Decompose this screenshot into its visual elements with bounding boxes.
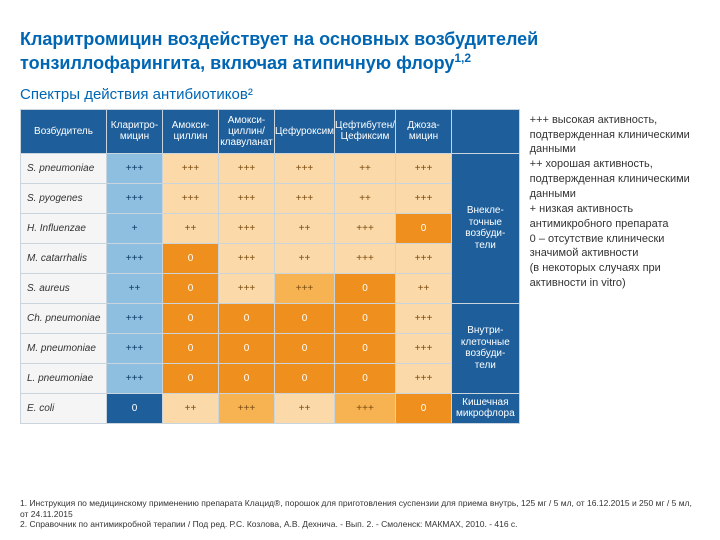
side-group-cell: Внекле-точныевозбуди-тели bbox=[452, 153, 520, 303]
header-drug: Кларитро-мицин bbox=[107, 109, 163, 153]
activity-cell: +++ bbox=[163, 153, 219, 183]
title-sup: 1,2 bbox=[454, 51, 471, 65]
activity-cell: +++ bbox=[396, 183, 452, 213]
side-group-cell: Кишечнаямикрофлора bbox=[452, 393, 520, 423]
activity-cell: +++ bbox=[396, 303, 452, 333]
activity-cell: +++ bbox=[107, 153, 163, 183]
legend: +++ высокая активность, подтвержденная к… bbox=[530, 109, 700, 424]
activity-cell: 0 bbox=[275, 363, 335, 393]
activity-cell: 0 bbox=[219, 333, 275, 363]
activity-cell: +++ bbox=[219, 183, 275, 213]
header-drug: Амокси-циллин bbox=[163, 109, 219, 153]
activity-cell: ++ bbox=[396, 273, 452, 303]
activity-cell: +++ bbox=[107, 243, 163, 273]
legend-line: 0 – отсутствие клинически значимой актив… bbox=[530, 232, 700, 262]
header-drug: Джоза-мицин bbox=[396, 109, 452, 153]
activity-cell: 0 bbox=[163, 273, 219, 303]
activity-cell: +++ bbox=[219, 273, 275, 303]
legend-line: + низкая активность антимикробного препа… bbox=[530, 202, 700, 232]
pathogen-cell: S. pneumoniae bbox=[21, 153, 107, 183]
activity-cell: +++ bbox=[163, 183, 219, 213]
activity-cell: +++ bbox=[335, 213, 396, 243]
pathogen-cell: Ch. pneumoniae bbox=[21, 303, 107, 333]
activity-cell: 0 bbox=[335, 363, 396, 393]
activity-cell: 0 bbox=[163, 243, 219, 273]
activity-cell: 0 bbox=[219, 303, 275, 333]
activity-cell: 0 bbox=[335, 333, 396, 363]
header-drug: Цефуроксим bbox=[275, 109, 335, 153]
subtitle: Спектры действия антибиотиков² bbox=[20, 86, 700, 103]
activity-cell: ++ bbox=[335, 153, 396, 183]
pathogen-cell: M. catarrhalis bbox=[21, 243, 107, 273]
pathogen-cell: H. Influenzae bbox=[21, 213, 107, 243]
activity-cell: +++ bbox=[335, 243, 396, 273]
activity-cell: 0 bbox=[163, 303, 219, 333]
activity-cell: 0 bbox=[335, 273, 396, 303]
activity-cell: +++ bbox=[107, 333, 163, 363]
activity-cell: 0 bbox=[219, 363, 275, 393]
header-side bbox=[452, 109, 520, 153]
activity-cell: ++ bbox=[163, 213, 219, 243]
activity-cell: 0 bbox=[275, 333, 335, 363]
activity-cell: +++ bbox=[396, 243, 452, 273]
activity-cell: ++ bbox=[275, 393, 335, 423]
activity-cell: +++ bbox=[335, 393, 396, 423]
legend-line: +++ высокая активность, подтвержденная к… bbox=[530, 113, 700, 158]
activity-cell: +++ bbox=[107, 183, 163, 213]
side-group-cell: Внутри-клеточныевозбуди-тели bbox=[452, 303, 520, 393]
pathogen-cell: L. pneumoniae bbox=[21, 363, 107, 393]
activity-cell: +++ bbox=[219, 243, 275, 273]
activity-cell: 0 bbox=[275, 303, 335, 333]
activity-cell: ++ bbox=[163, 393, 219, 423]
antibiotic-table: ВозбудительКларитро-мицинАмокси-циллинАм… bbox=[20, 109, 520, 424]
activity-cell: +++ bbox=[275, 183, 335, 213]
page-title: Кларитромицин воздействует на основных в… bbox=[20, 28, 700, 76]
header-drug: Амокси-циллин/клавуланат bbox=[219, 109, 275, 153]
references: 1. Инструкция по медицинскому применению… bbox=[20, 498, 700, 530]
pathogen-cell: S. aureus bbox=[21, 273, 107, 303]
header-drug: Цефтибутен/Цефиксим bbox=[335, 109, 396, 153]
activity-cell: +++ bbox=[107, 303, 163, 333]
activity-cell: +++ bbox=[107, 363, 163, 393]
activity-cell: +++ bbox=[396, 333, 452, 363]
reference-line: 2. Справочник по антимикробной терапии /… bbox=[20, 519, 700, 530]
activity-cell: + bbox=[107, 213, 163, 243]
activity-cell: ++ bbox=[107, 273, 163, 303]
legend-line: (в некоторых случаях при активности in v… bbox=[530, 261, 700, 291]
activity-cell: +++ bbox=[396, 153, 452, 183]
activity-cell: +++ bbox=[219, 213, 275, 243]
legend-line: ++ хорошая активность, подтвержденная кл… bbox=[530, 157, 700, 202]
activity-cell: 0 bbox=[163, 333, 219, 363]
activity-cell: 0 bbox=[335, 303, 396, 333]
reference-line: 1. Инструкция по медицинскому применению… bbox=[20, 498, 700, 519]
activity-cell: 0 bbox=[396, 213, 452, 243]
activity-cell: +++ bbox=[396, 363, 452, 393]
header-pathogen: Возбудитель bbox=[21, 109, 107, 153]
activity-cell: +++ bbox=[219, 393, 275, 423]
activity-cell: +++ bbox=[275, 273, 335, 303]
activity-cell: ++ bbox=[335, 183, 396, 213]
pathogen-cell: M. pneumoniae bbox=[21, 333, 107, 363]
activity-cell: +++ bbox=[275, 153, 335, 183]
activity-cell: ++ bbox=[275, 213, 335, 243]
activity-cell: +++ bbox=[219, 153, 275, 183]
activity-cell: 0 bbox=[163, 363, 219, 393]
activity-cell: 0 bbox=[107, 393, 163, 423]
pathogen-cell: S. pyogenes bbox=[21, 183, 107, 213]
activity-cell: ++ bbox=[275, 243, 335, 273]
pathogen-cell: E. coli bbox=[21, 393, 107, 423]
activity-cell: 0 bbox=[396, 393, 452, 423]
